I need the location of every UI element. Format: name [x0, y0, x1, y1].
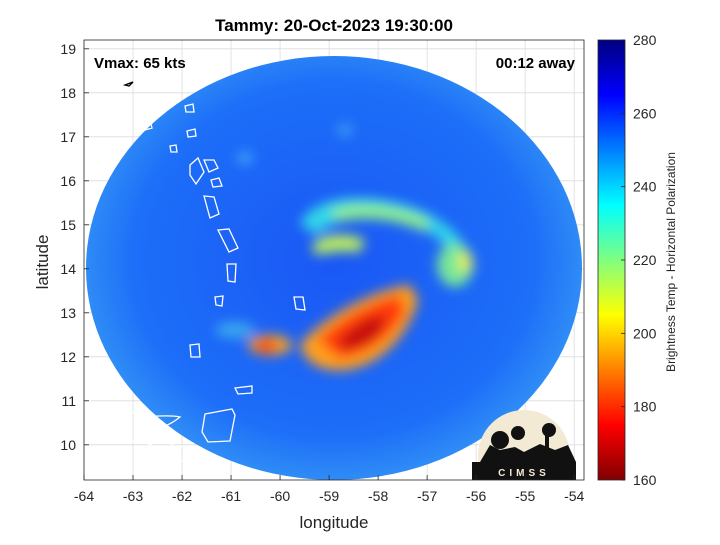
y-tick-label: 16 — [60, 173, 76, 189]
y-tick-label: 17 — [60, 129, 76, 145]
x-tick-label: -58 — [368, 488, 388, 504]
colorbar-tick-label: 200 — [633, 325, 657, 341]
x-tick-label: -57 — [417, 488, 437, 504]
colorbar — [597, 39, 626, 481]
axis-ticks: -64 -63 -62 -61 -60 -59 -58 -57 -56 -55 -54 10 11 12 1… — [60, 41, 584, 504]
colorbar-tick-label: 260 — [633, 105, 657, 121]
y-axis-label: latitude — [33, 235, 52, 290]
vmax-annotation: Vmax: 65 kts — [94, 55, 186, 72]
y-tick-label: 10 — [60, 437, 76, 453]
brightness-swath — [86, 56, 582, 480]
y-tick-label: 14 — [60, 261, 76, 277]
y-tick-label: 11 — [61, 393, 76, 409]
x-tick-label: -61 — [221, 488, 241, 504]
colorbar-tick-label: 160 — [633, 472, 657, 488]
colorbar-tick-label: 180 — [633, 399, 657, 415]
cimss-logo-text: CIMSS — [498, 468, 550, 479]
cimss-logo: CIMSS — [472, 410, 576, 480]
y-tick-label: 12 — [60, 349, 76, 365]
axes-frame — [83, 39, 585, 481]
y-tick-label: 13 — [60, 305, 76, 321]
x-tick-label: -60 — [270, 488, 290, 504]
x-tick-label: -54 — [564, 488, 584, 504]
colorbar-tick-label: 220 — [633, 252, 657, 268]
coastlines — [84, 81, 306, 463]
y-tick-label: 15 — [60, 217, 76, 233]
x-tick-label: -56 — [466, 488, 486, 504]
time-offset-annotation: 00:12 away — [496, 55, 576, 72]
chart-title: Tammy: 20-Oct-2023 19:30:00 — [215, 16, 453, 35]
colorbar-tick-label: 280 — [633, 32, 657, 48]
x-tick-label: -55 — [515, 488, 535, 504]
x-tick-label: -63 — [123, 488, 143, 504]
colorbar-ticks: 160 180 200 220 240 260 280 — [621, 32, 657, 488]
y-tick-label: 18 — [60, 85, 76, 101]
x-tick-label: -59 — [319, 488, 339, 504]
y-tick-label: 19 — [60, 41, 76, 57]
colorbar-label: Brightness Temp - Horizontal Polarizatio… — [664, 152, 678, 372]
x-tick-label: -62 — [172, 488, 192, 504]
colorbar-tick-label: 240 — [633, 179, 657, 195]
x-tick-label: -64 — [74, 488, 94, 504]
x-axis-label: longitude — [299, 513, 368, 532]
